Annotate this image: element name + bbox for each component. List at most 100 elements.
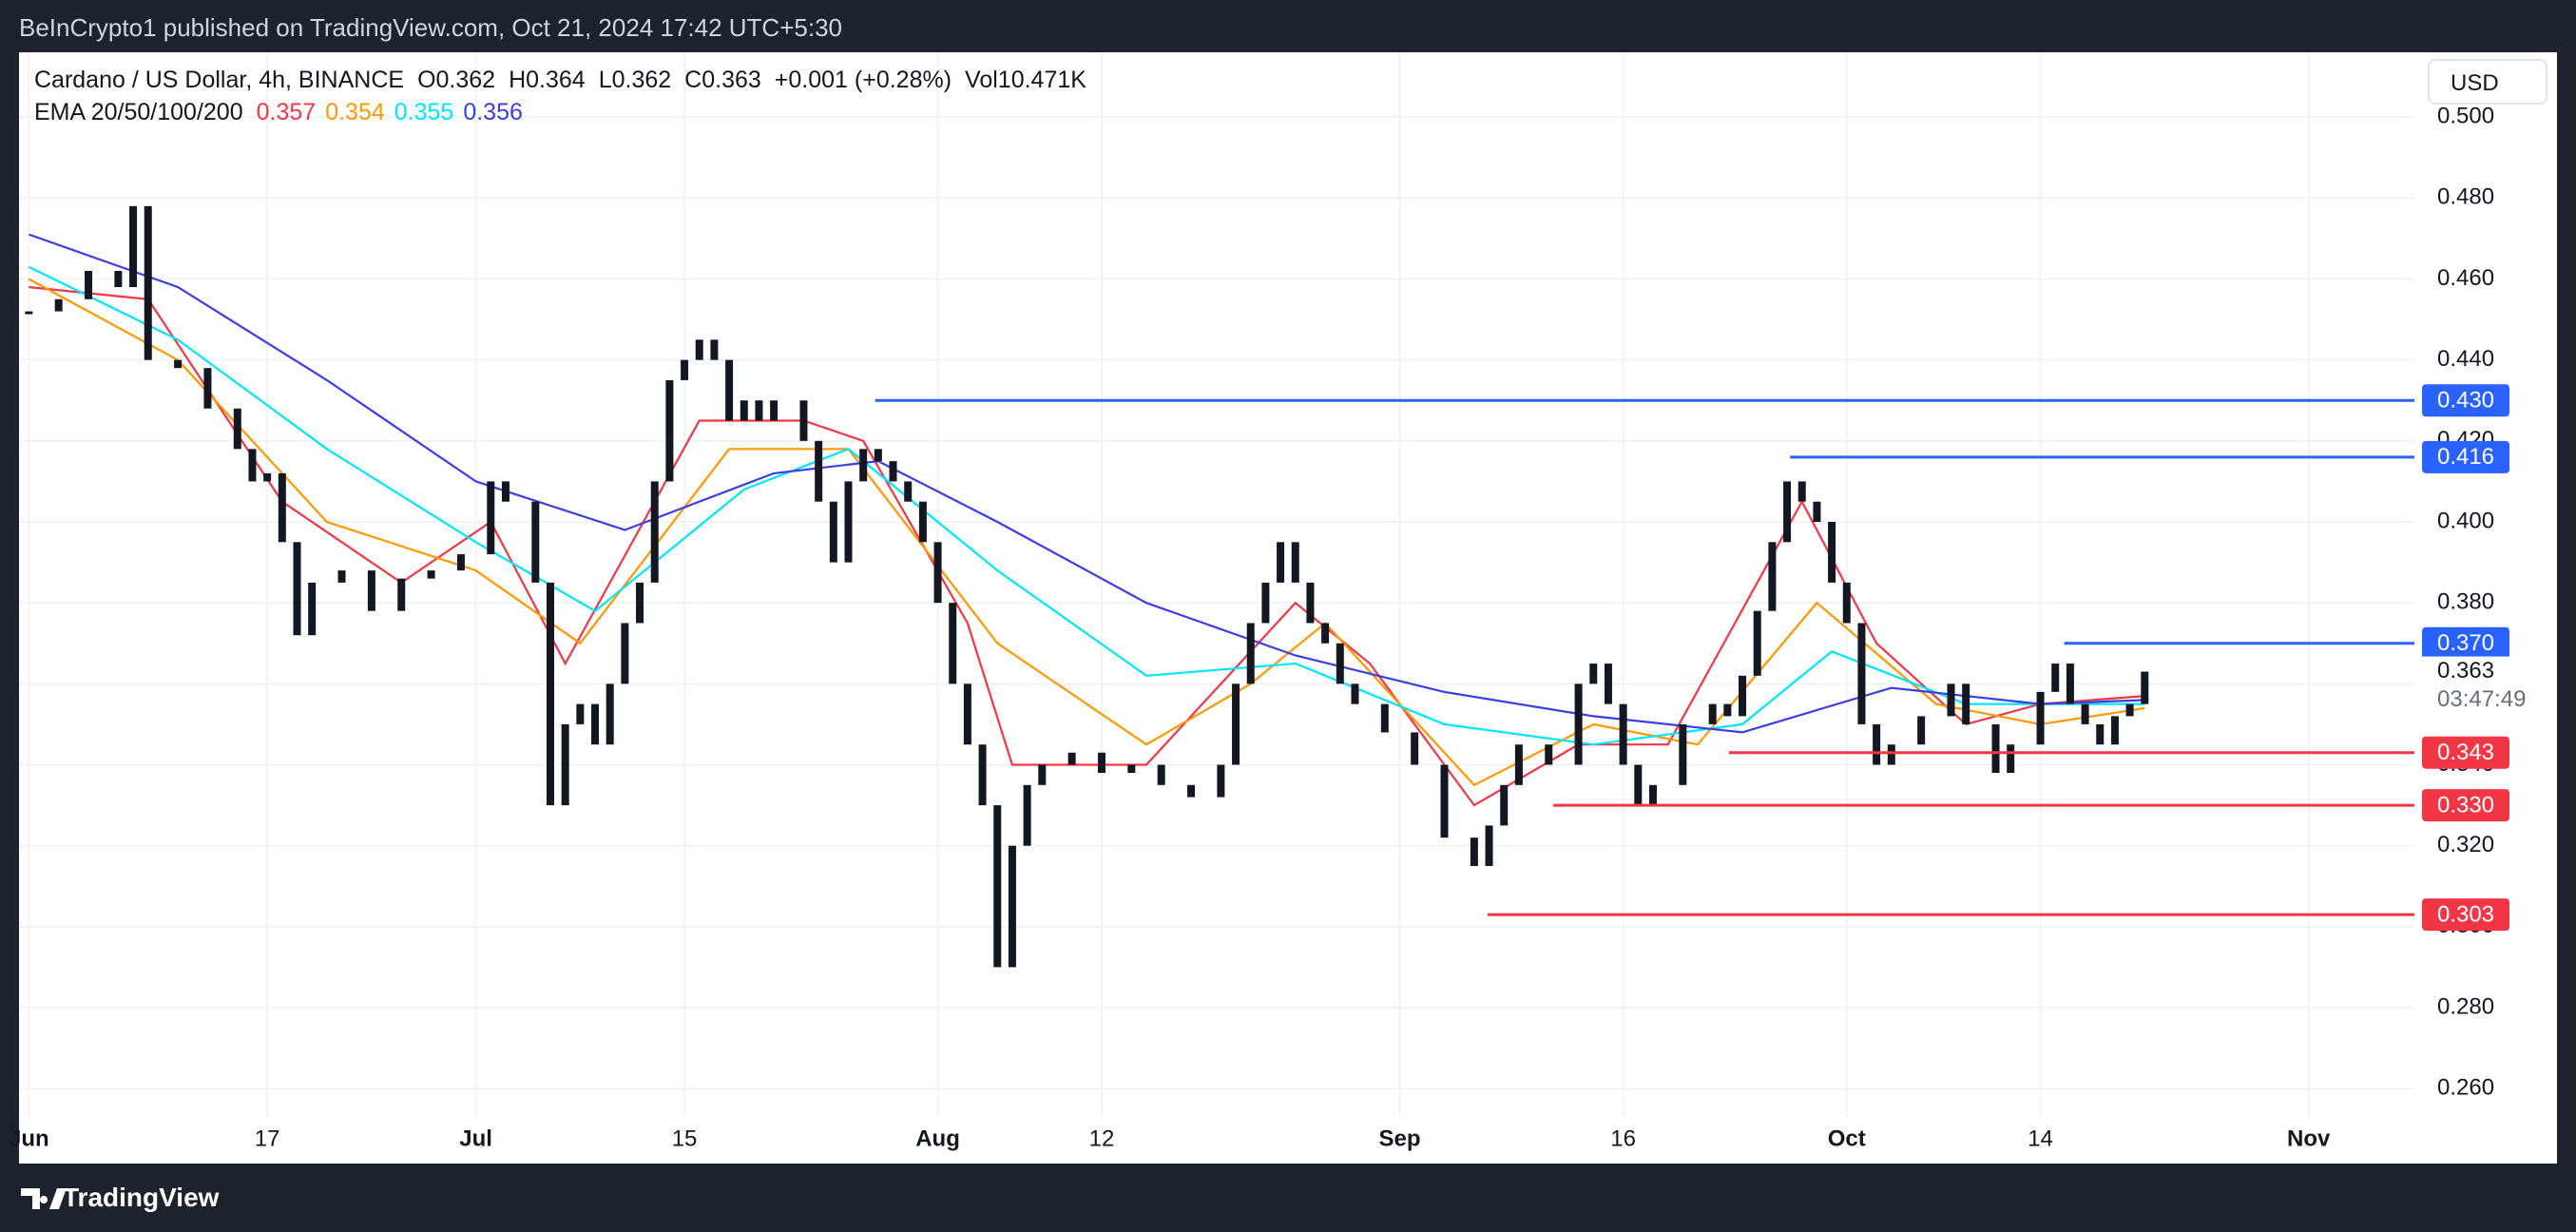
ema-line (28, 233, 2145, 734)
brand: TradingView (63, 1183, 220, 1212)
candle (1008, 845, 1016, 968)
plot-area (25, 205, 2414, 968)
level-label: 0.330 (2437, 792, 2494, 818)
level-badge (2422, 384, 2509, 417)
x-tick-label: Jul (459, 1126, 492, 1151)
level-badge (2422, 789, 2509, 822)
candle (1291, 542, 1299, 583)
x-tick-label: 17 (255, 1126, 280, 1151)
currency-button[interactable]: USD (2428, 59, 2547, 105)
candle (1589, 664, 1598, 684)
candle (918, 501, 927, 543)
candle (1842, 582, 1851, 624)
candle (591, 703, 600, 745)
candle (487, 481, 495, 555)
x-tick-label: 12 (1089, 1126, 1115, 1151)
x-tick-label: 16 (1610, 1126, 1636, 1151)
candle (85, 270, 93, 299)
ohlc-volume: Vol10.471K (965, 67, 1086, 93)
ohlc-low: L0.362 (598, 67, 672, 93)
candle (1634, 764, 1643, 806)
y-tick-label: 0.460 (2437, 265, 2494, 291)
candle (770, 400, 779, 421)
candle (1038, 764, 1047, 785)
candle (1067, 752, 1076, 765)
ema-value: 0.356 (463, 99, 523, 125)
y-tick-label: 0.500 (2437, 103, 2494, 128)
candle (129, 205, 138, 287)
candle (1097, 752, 1105, 774)
candle (2066, 664, 2074, 704)
candle (1753, 610, 1761, 676)
candle (1574, 683, 1583, 765)
candle (1619, 703, 1627, 765)
symbol-title: Cardano / US Dollar, 4h, BINANCE (34, 67, 405, 93)
candle (636, 582, 644, 624)
candle (710, 339, 719, 360)
candle (233, 408, 241, 450)
candle (1351, 683, 1359, 704)
candle (337, 570, 346, 583)
last-price: 0.363 (2437, 658, 2494, 683)
candle (978, 744, 987, 806)
candle (1411, 732, 1419, 765)
candle (2141, 671, 2149, 704)
candle (650, 481, 659, 583)
candle (203, 368, 212, 409)
candle (1887, 744, 1895, 765)
candle (278, 472, 286, 543)
level-label: 0.303 (2437, 901, 2494, 927)
candle (889, 461, 897, 482)
x-tick-label: 15 (672, 1126, 698, 1151)
ema-line (28, 265, 2145, 746)
candle (144, 205, 152, 360)
candle (1440, 764, 1449, 838)
candle (874, 449, 882, 462)
level-badge (2422, 898, 2509, 932)
candle (1277, 542, 1285, 583)
x-tick-label: Jun (9, 1126, 49, 1151)
candle (1857, 623, 1866, 724)
x-tick-label: Nov (2287, 1126, 2331, 1151)
candle (725, 359, 734, 421)
x-tick-label: Aug (915, 1126, 960, 1151)
level-badge (2422, 626, 2509, 660)
ohlc-change: +0.001 (+0.28%) (774, 67, 952, 93)
last-price-bg (2422, 656, 2555, 718)
ema-value: 0.354 (325, 99, 385, 125)
candle (815, 440, 823, 502)
ema-line (29, 285, 2145, 807)
candle (293, 542, 301, 636)
candle (1500, 784, 1509, 826)
indicator-header: EMA 20/50/100/200 0.357 0.354 0.355 0.356 (34, 99, 532, 126)
candle (1232, 683, 1240, 765)
candle (248, 449, 257, 482)
candle (1991, 723, 2000, 774)
candle (681, 359, 689, 380)
candle (963, 683, 971, 745)
candle (1380, 703, 1389, 733)
y-tick-label: 0.320 (2437, 832, 2494, 857)
candle (456, 554, 465, 571)
candle (1828, 521, 1836, 583)
candle (1336, 643, 1344, 684)
candle (1217, 764, 1225, 798)
candle (114, 270, 123, 287)
candle (1127, 764, 1136, 774)
y-tick-label: 0.480 (2437, 184, 2494, 210)
level-label: 0.416 (2437, 444, 2494, 470)
candle (2096, 723, 2105, 745)
candle (308, 582, 317, 636)
x-tick-label: Sep (1378, 1126, 1420, 1151)
candle (2007, 744, 2015, 774)
candle (933, 542, 942, 604)
candle (1768, 542, 1777, 611)
candle (54, 298, 63, 312)
y-tick-label: 0.380 (2437, 589, 2494, 615)
candle (1797, 481, 1806, 502)
candle (1813, 501, 1821, 522)
candle (2081, 703, 2089, 724)
candle (263, 472, 272, 482)
